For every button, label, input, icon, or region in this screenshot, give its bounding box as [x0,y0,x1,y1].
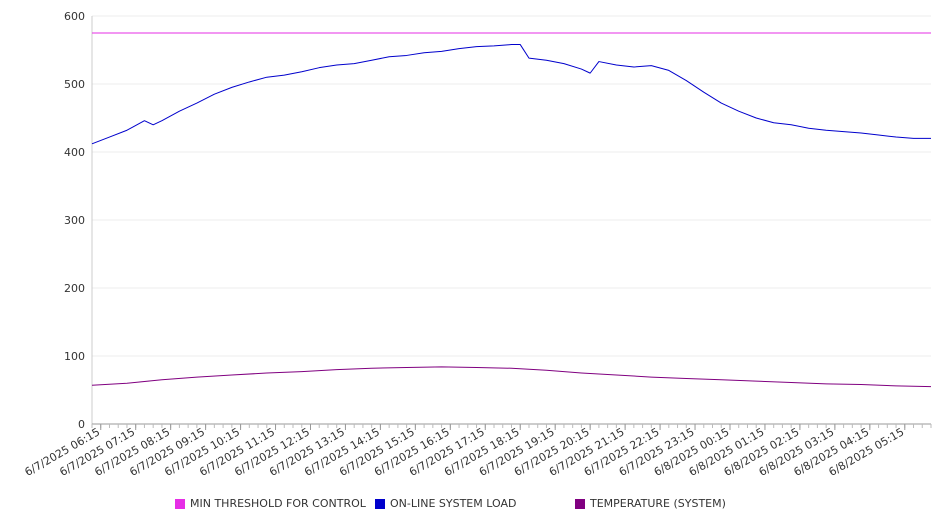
series-line-2 [91,366,932,388]
gridlines [92,15,931,357]
legend: MIN THRESHOLD FOR CONTROL ON-LINE SYSTEM… [0,497,946,515]
legend-label-system-load: ON-LINE SYSTEM LOAD [390,497,517,510]
y-tick-label-600: 600 [64,10,85,23]
y-tick-label-300: 300 [64,214,85,227]
legend-item-temperature: TEMPERATURE (SYSTEM) [575,497,726,510]
y-axis-ticks: 0 100 200 300 400 500 600 [64,10,85,431]
legend-swatch-system-load [375,498,385,509]
y-tick-label-200: 200 [64,282,85,295]
legend-swatch-min-threshold [175,498,185,509]
legend-item-system-load: ON-LINE SYSTEM LOAD [375,497,516,510]
y-tick-label-400: 400 [64,146,85,159]
y-tick-label-500: 500 [64,78,85,91]
legend-swatch-temperature [575,498,585,509]
legend-label-min-threshold: MIN THRESHOLD FOR CONTROL [190,497,366,510]
y-tick-label-0: 0 [78,418,85,431]
y-tick-label-100: 100 [64,350,85,363]
series-lines [91,32,932,388]
legend-item-min-threshold: MIN THRESHOLD FOR CONTROL [175,497,366,510]
legend-label-temperature: TEMPERATURE (SYSTEM) [590,497,726,510]
x-axis-ticks: 6/7/2025 06:156/7/2025 07:156/7/2025 08:… [22,424,932,479]
series-line-1 [91,44,931,145]
